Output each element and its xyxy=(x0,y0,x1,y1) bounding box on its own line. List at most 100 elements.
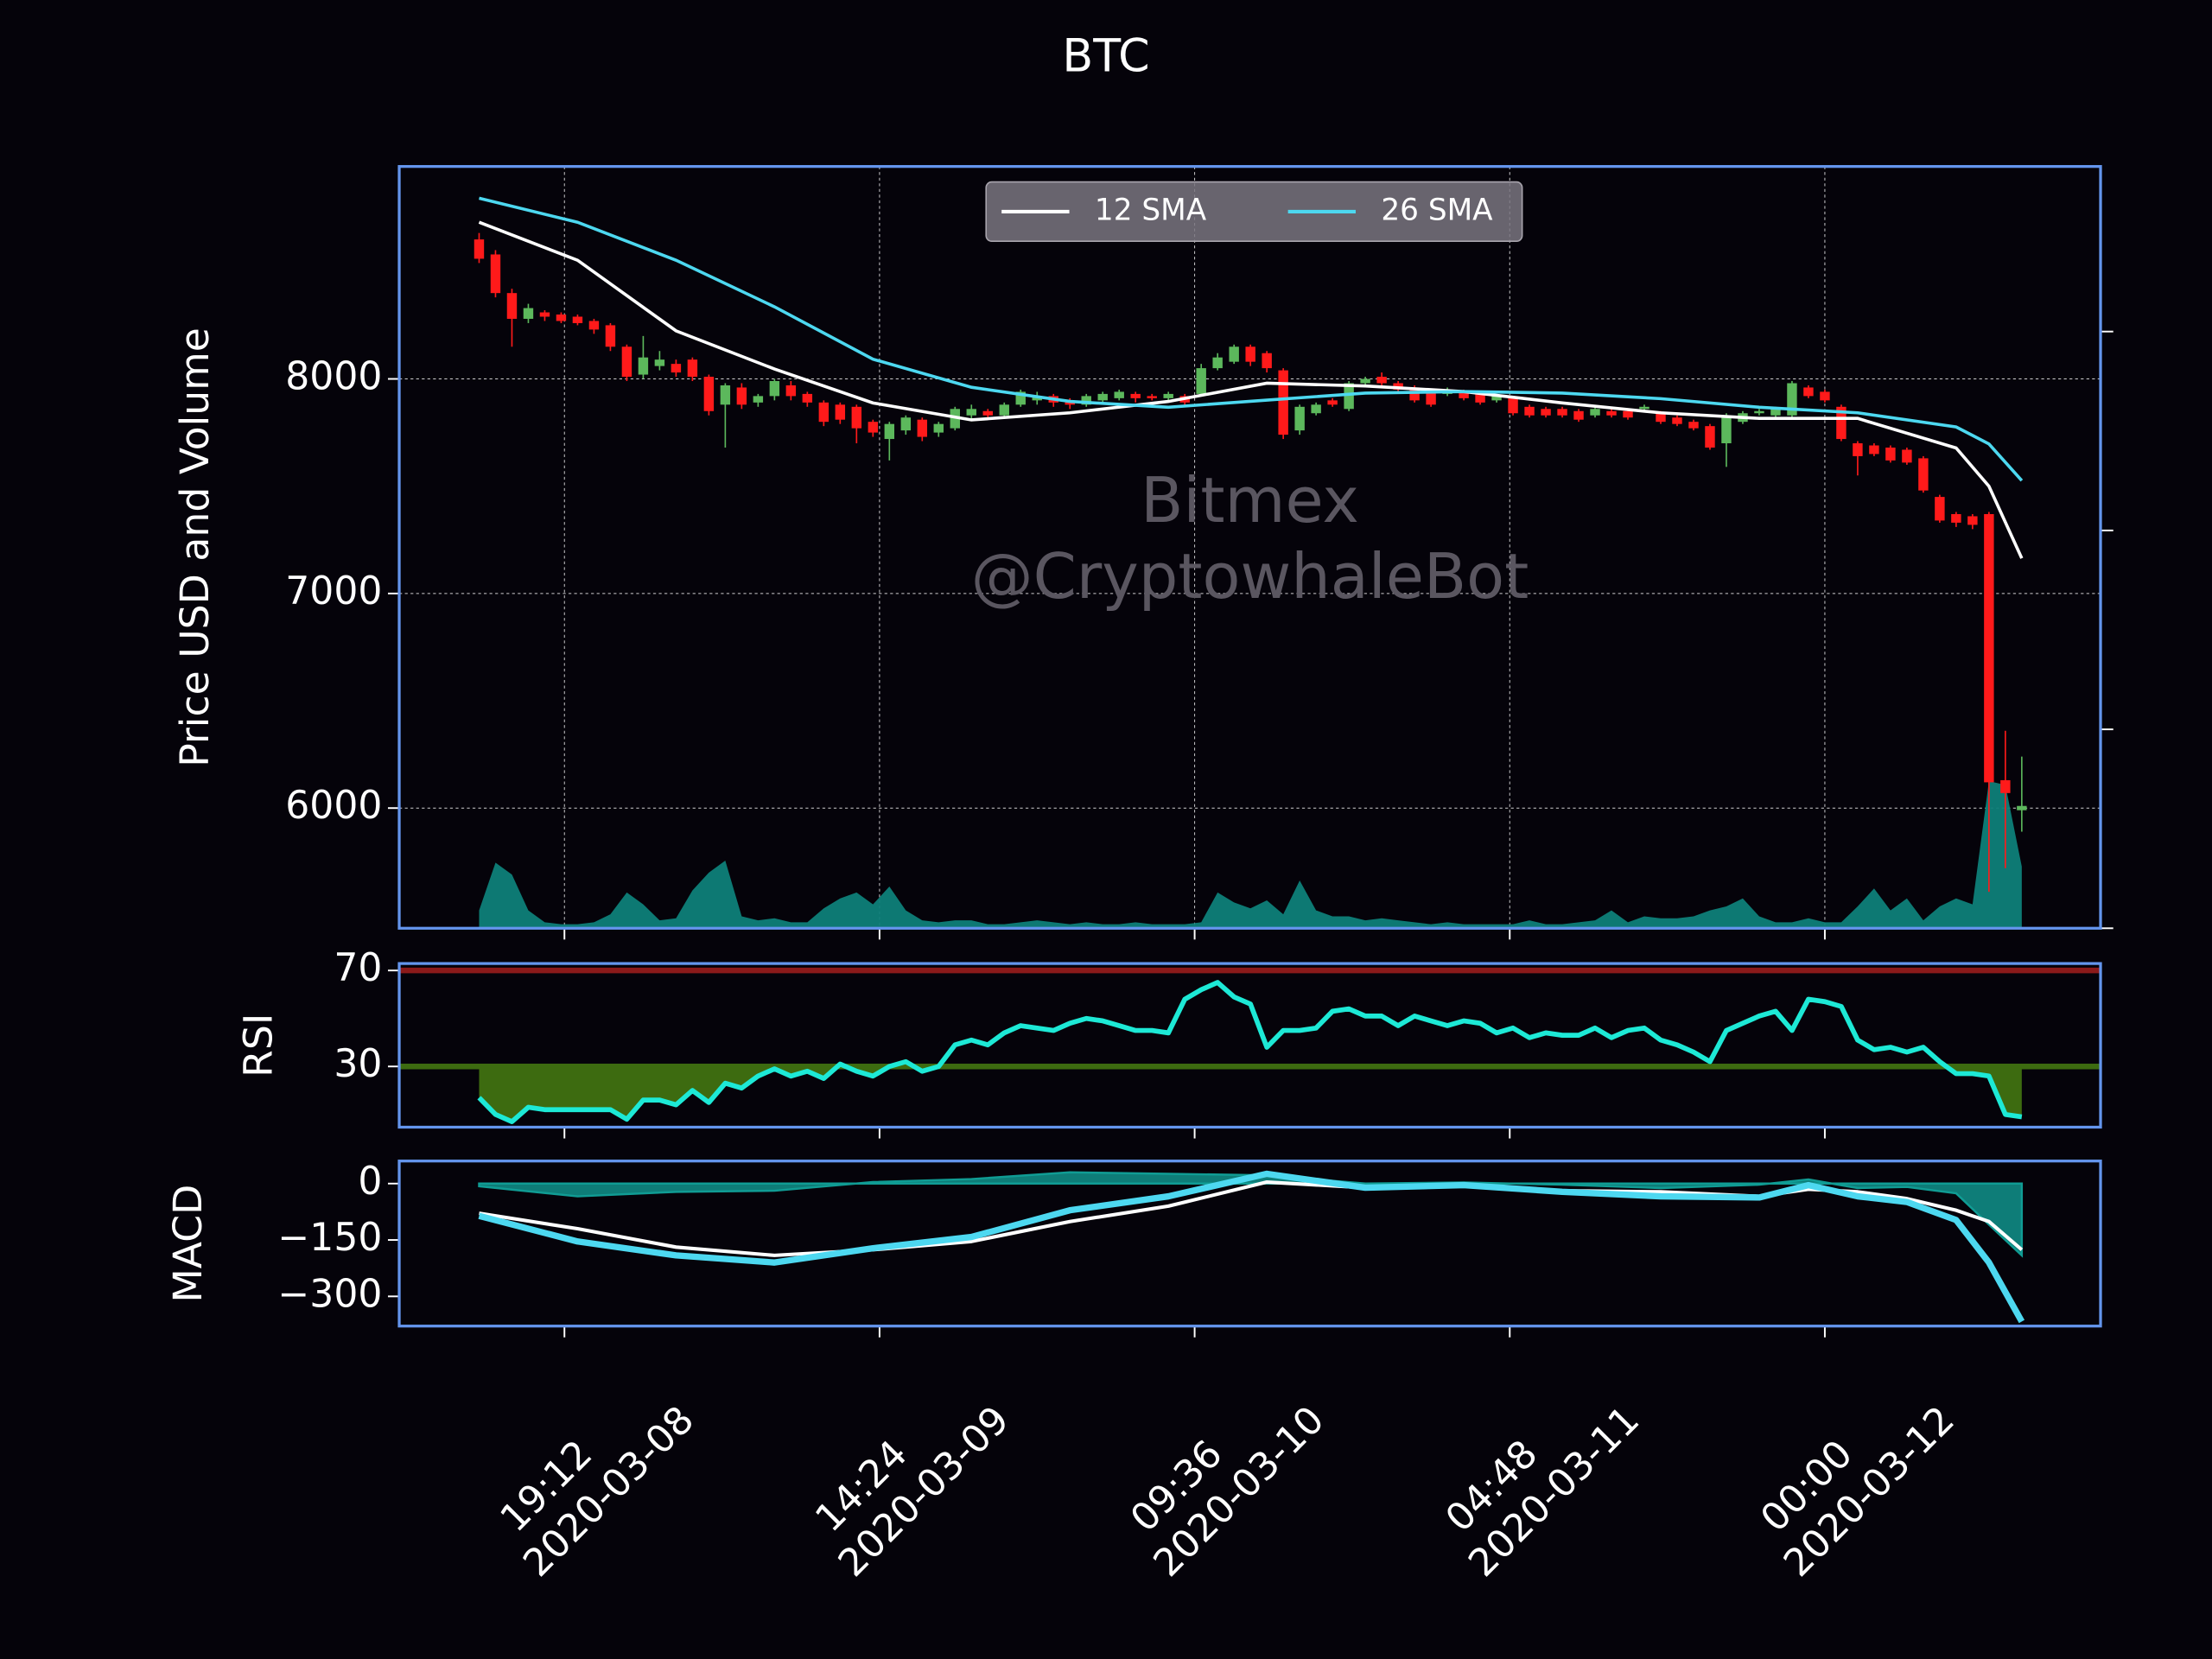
candle-body xyxy=(1967,516,1978,525)
candle-body xyxy=(1836,406,1847,440)
y-axis-label: Price USD and Volume xyxy=(172,327,218,767)
candle-body xyxy=(605,325,616,347)
volume-area xyxy=(479,780,2022,929)
level-fill xyxy=(479,1066,2022,1122)
candle-body xyxy=(523,308,534,319)
candle-body xyxy=(1639,406,1649,410)
indicator-line xyxy=(478,1170,2025,1324)
watermark: Bitmex xyxy=(1141,464,1359,537)
candle-body xyxy=(1344,383,1354,410)
indicator-line xyxy=(477,980,2023,1124)
candle-body xyxy=(556,315,567,321)
candle-body xyxy=(1541,409,1551,416)
candle-body xyxy=(1327,400,1338,405)
candle-body xyxy=(1853,443,1863,456)
candle-body xyxy=(851,406,862,429)
candle-body xyxy=(1918,458,1929,491)
candle-body xyxy=(818,402,830,423)
candle-body xyxy=(539,312,550,317)
candle-body xyxy=(933,423,944,433)
candle-body xyxy=(1212,357,1223,369)
panel-border xyxy=(397,165,2102,930)
candle-body xyxy=(1606,410,1617,416)
candle-body xyxy=(1245,346,1255,362)
candle-body xyxy=(1935,497,1945,521)
candle-body xyxy=(1130,393,1141,398)
panel-border xyxy=(397,962,2102,1129)
candle-body xyxy=(1656,413,1666,423)
candle-body xyxy=(1196,368,1206,394)
candle-body xyxy=(654,359,665,366)
candle-body xyxy=(753,396,764,403)
y-axis-label: MACD xyxy=(165,1185,211,1303)
legend-box xyxy=(985,181,1523,242)
candle-body xyxy=(1491,396,1502,401)
candle-body xyxy=(1951,513,1961,523)
candle-body xyxy=(703,377,715,411)
candle-body xyxy=(572,316,583,323)
candle-body xyxy=(638,357,649,375)
candle-body xyxy=(1524,406,1535,416)
candle-body xyxy=(1590,409,1600,416)
candle-body xyxy=(1262,353,1272,369)
candle-body xyxy=(1688,422,1699,429)
candle-body xyxy=(1885,447,1896,461)
y-tick-label: 70 xyxy=(334,946,382,990)
y-axis-label: RSI xyxy=(236,1014,282,1077)
candle-body xyxy=(900,417,912,431)
candle-body xyxy=(671,364,682,373)
panel-border xyxy=(397,1160,2102,1328)
y-tick-label: 7000 xyxy=(285,569,382,613)
candle-body xyxy=(506,293,518,319)
candle-body xyxy=(621,346,632,378)
candle-body xyxy=(720,385,731,405)
candle-body xyxy=(1015,391,1026,405)
y-tick-label: 6000 xyxy=(285,784,382,828)
candle-body xyxy=(1114,391,1124,398)
candle-body xyxy=(1672,417,1682,424)
candle-body xyxy=(884,423,895,440)
candle-body xyxy=(966,409,976,416)
candle-body xyxy=(1147,396,1157,398)
candle-body xyxy=(2000,779,2011,793)
candle-body xyxy=(785,385,797,397)
candle-body xyxy=(1294,406,1305,431)
y-tick-label: 8000 xyxy=(285,355,382,399)
candle-body xyxy=(1984,513,1994,783)
candle-body xyxy=(917,419,928,437)
candle-body xyxy=(1705,426,1715,448)
candle-body xyxy=(1360,378,1370,384)
candle-body xyxy=(802,393,813,403)
y-tick-label: −150 xyxy=(277,1216,382,1260)
y-tick-label: 30 xyxy=(334,1042,382,1086)
candle-body xyxy=(1459,391,1469,398)
candle-body xyxy=(588,321,600,330)
candle-body xyxy=(835,404,846,420)
candle-body xyxy=(1557,409,1567,416)
candle-body xyxy=(1803,387,1814,397)
candle-body xyxy=(1721,415,1732,444)
candle-body xyxy=(687,359,698,378)
candle-body xyxy=(1623,410,1633,418)
candle-body xyxy=(1409,387,1420,401)
candle-body xyxy=(982,410,993,416)
sma-line xyxy=(478,220,2024,559)
candle-body xyxy=(1311,404,1321,414)
candle-body xyxy=(1163,393,1173,398)
candle-body xyxy=(1508,397,1518,414)
candle-body xyxy=(999,404,1009,416)
candle-body xyxy=(1754,410,1764,414)
candle-body xyxy=(1426,391,1436,405)
candle-body xyxy=(1097,393,1108,401)
candle-body xyxy=(1278,370,1288,435)
candle-body xyxy=(736,387,747,405)
legend-label: 12 SMA xyxy=(1095,193,1207,227)
candle-body xyxy=(1475,393,1485,403)
y-tick-label: −300 xyxy=(277,1272,382,1316)
candle-body xyxy=(1902,449,1912,463)
candle-body xyxy=(1081,396,1091,405)
candle-body xyxy=(769,381,780,397)
